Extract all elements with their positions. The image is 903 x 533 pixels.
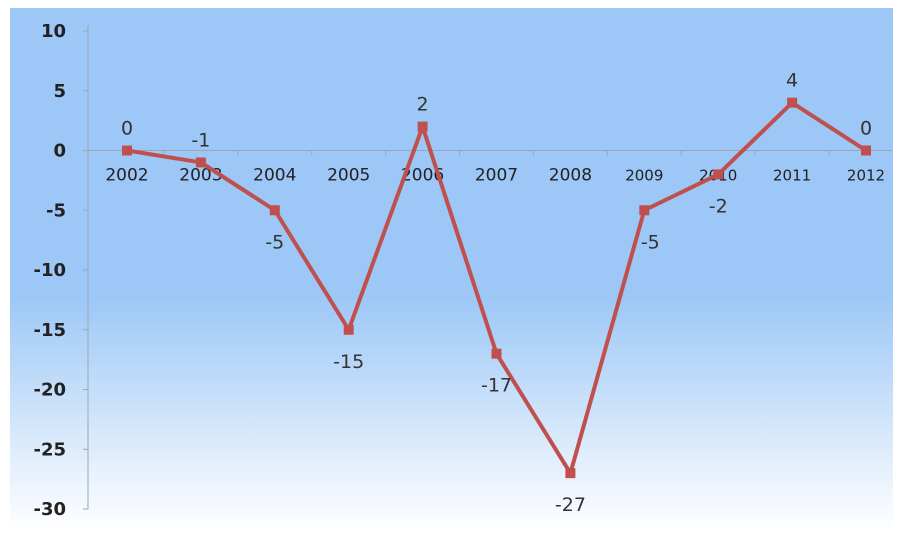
data-point xyxy=(565,468,576,479)
x-tick-label: 2005 xyxy=(327,166,370,186)
data-label: 0 xyxy=(121,118,133,140)
x-tick-label: 2004 xyxy=(253,166,296,186)
x-tick-label: 2007 xyxy=(475,166,518,186)
data-label: -5 xyxy=(265,231,284,253)
data-point xyxy=(787,97,798,108)
y-tick-label: -20 xyxy=(33,380,66,401)
y-tick-label: -15 xyxy=(33,320,66,341)
data-point xyxy=(195,157,206,168)
data-point xyxy=(861,145,871,156)
data-label: -1 xyxy=(191,129,210,151)
y-tick-label: 0 xyxy=(53,141,66,162)
x-tick-label: 2003 xyxy=(179,166,222,186)
x-tick-label: 2008 xyxy=(549,166,592,186)
data-label: 2 xyxy=(417,94,429,116)
data-point xyxy=(122,145,132,156)
data-point xyxy=(491,348,502,359)
data-point xyxy=(343,324,354,335)
x-tick-label: 2011 xyxy=(773,167,811,185)
y-tick-label: -10 xyxy=(33,260,66,281)
data-point xyxy=(417,121,428,132)
data-point xyxy=(269,205,280,216)
x-tick-label: 2012 xyxy=(847,167,885,185)
y-tick-label: -30 xyxy=(33,499,66,520)
y-tick-label: -5 xyxy=(46,200,66,221)
data-label: 4 xyxy=(786,70,798,92)
x-tick-label: 2002 xyxy=(105,166,148,186)
data-label: -15 xyxy=(333,351,364,373)
data-label: -17 xyxy=(481,375,512,397)
data-label: -2 xyxy=(709,195,728,217)
data-point xyxy=(639,205,650,216)
y-tick-label: 5 xyxy=(53,81,66,102)
data-point xyxy=(713,169,724,180)
data-label: 0 xyxy=(860,118,872,140)
labels-group: 0 -1 -5 -15 2 -17 -27 -5 -2 4 0 xyxy=(121,70,872,516)
plot-area-background xyxy=(10,8,893,530)
y-tick-label: -25 xyxy=(33,439,66,460)
x-tick-label: 2006 xyxy=(401,166,444,186)
series-group xyxy=(122,97,871,479)
y-tick-label: 10 xyxy=(41,21,66,42)
data-label: -5 xyxy=(641,231,660,253)
x-tick-label: 2009 xyxy=(625,167,663,185)
data-label: -27 xyxy=(555,494,586,516)
